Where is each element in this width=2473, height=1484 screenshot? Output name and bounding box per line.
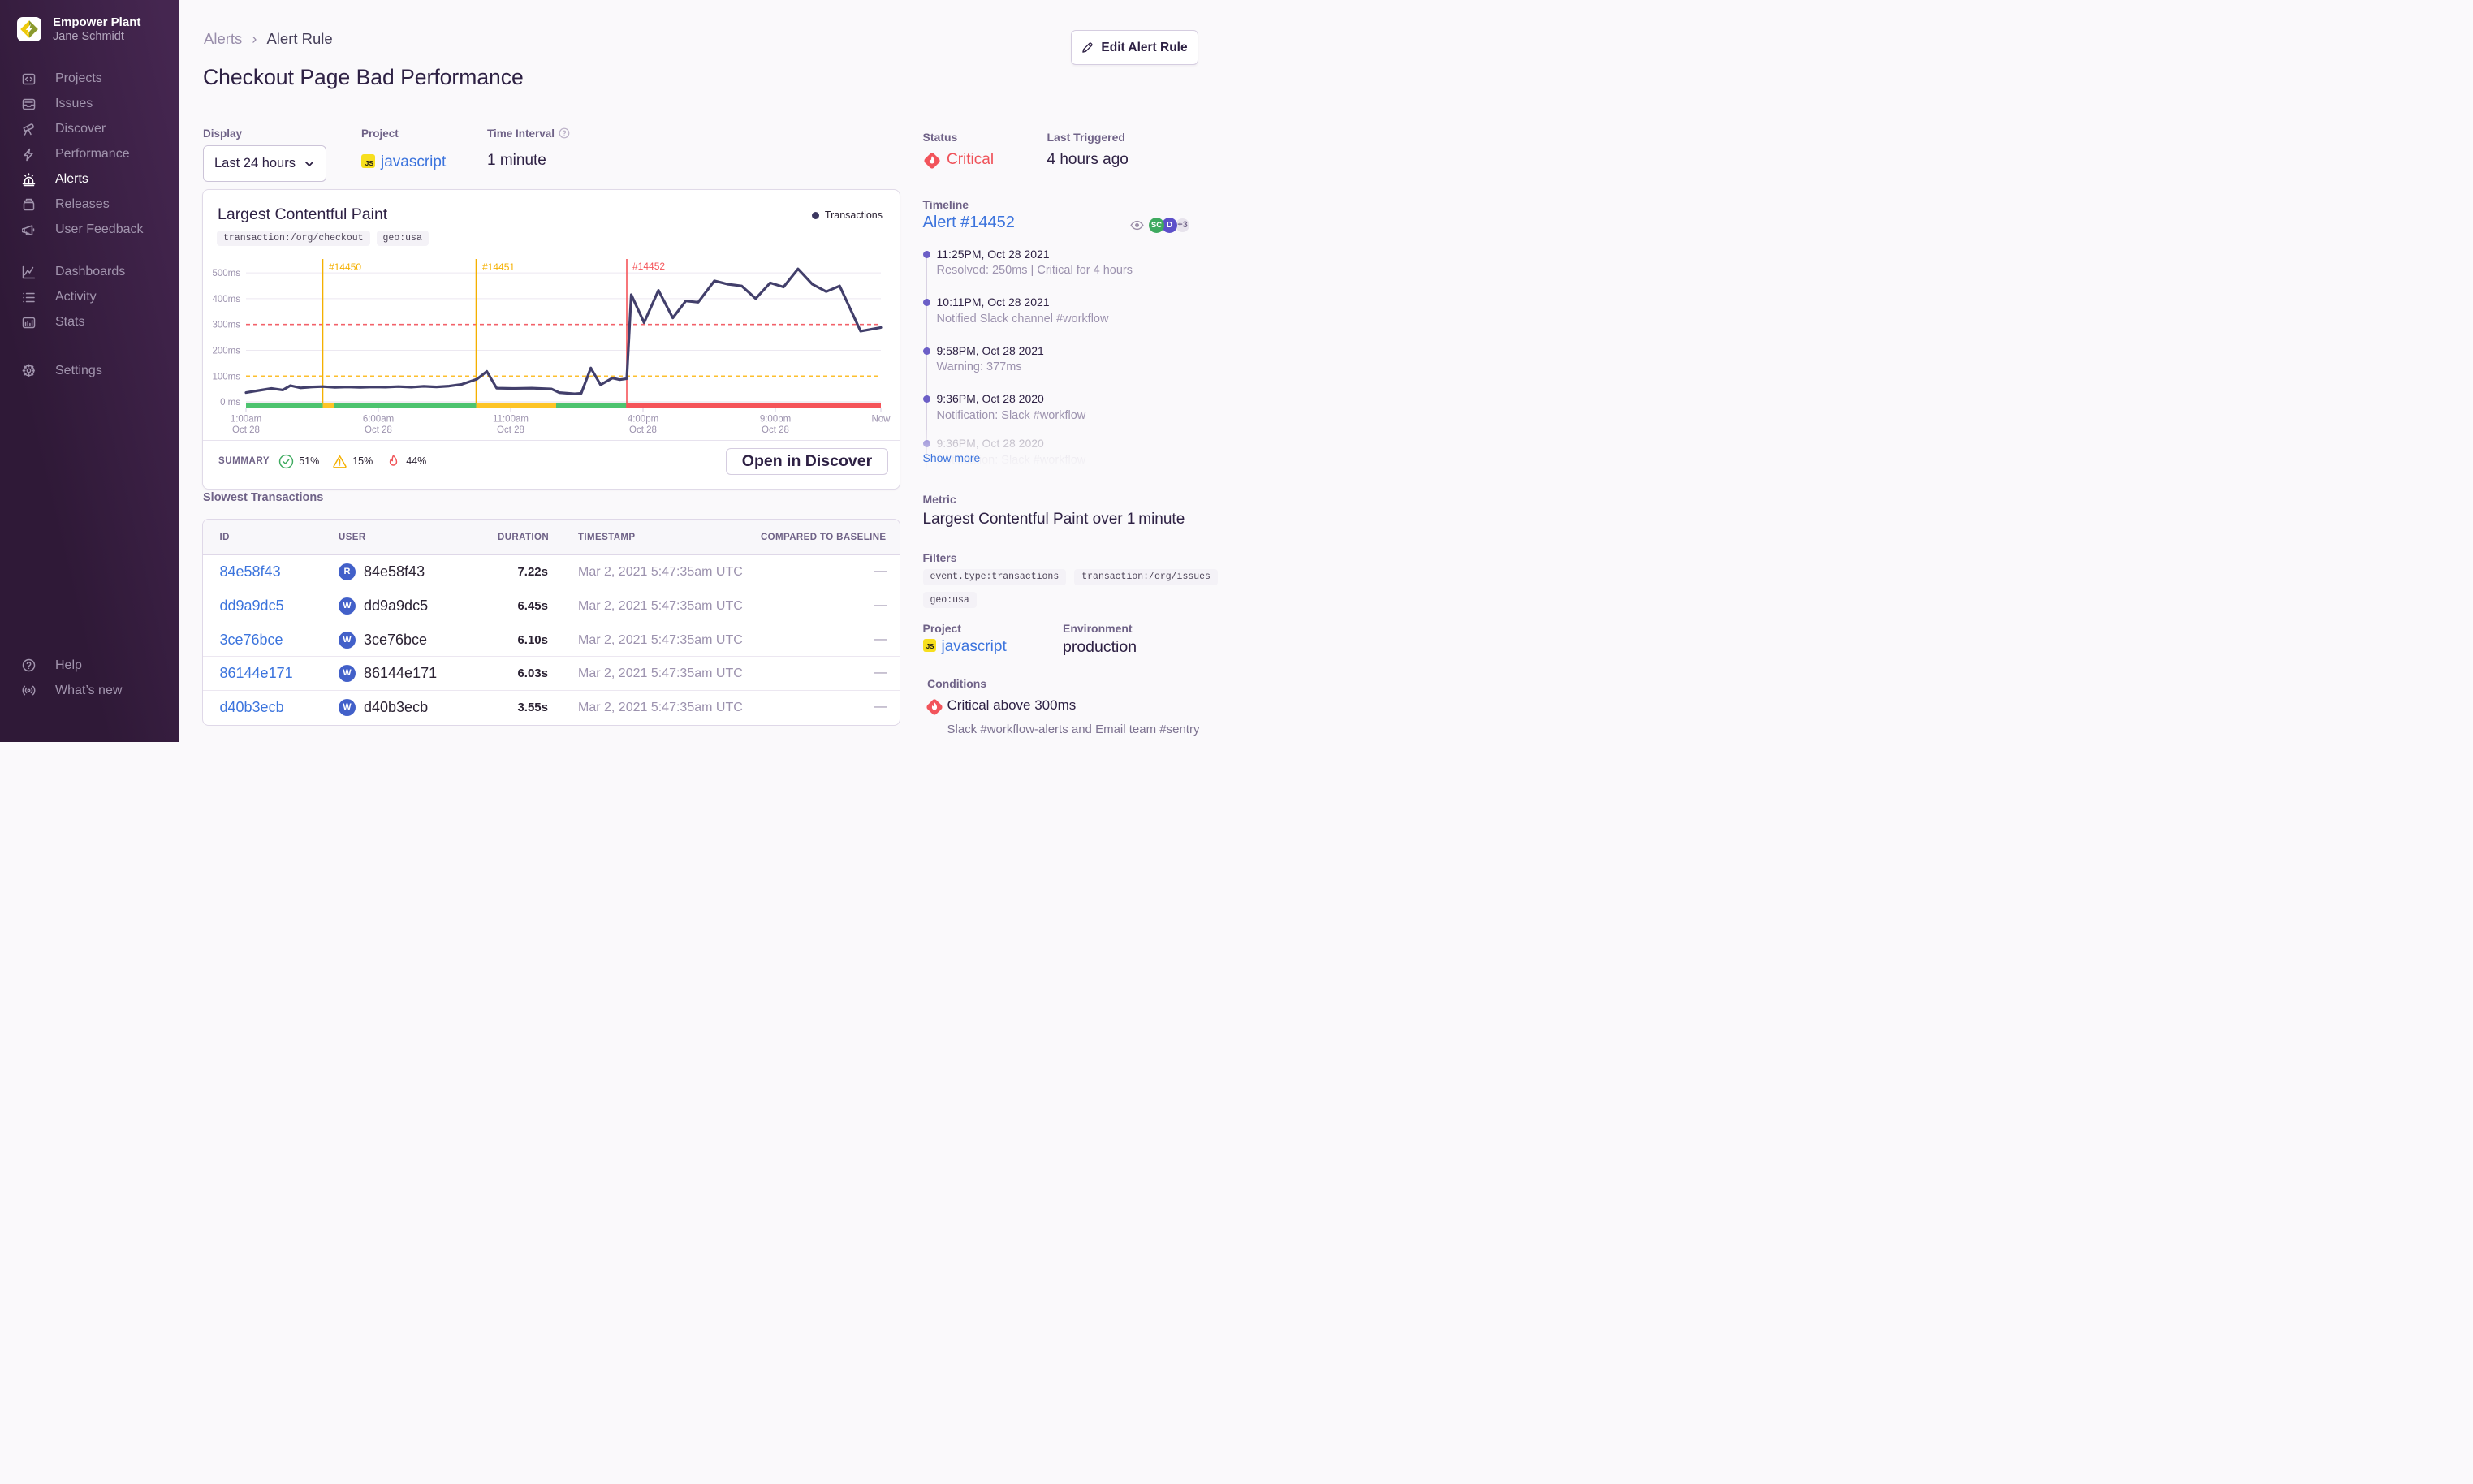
svg-text:Oct 28: Oct 28 bbox=[629, 425, 657, 435]
svg-text:#14452: #14452 bbox=[632, 261, 665, 272]
svg-text:0 ms: 0 ms bbox=[220, 398, 240, 408]
svg-text:200ms: 200ms bbox=[212, 347, 240, 356]
svg-text:1:00am: 1:00am bbox=[231, 415, 261, 425]
svg-text:#14451: #14451 bbox=[482, 261, 515, 273]
svg-text:9:00pm: 9:00pm bbox=[760, 415, 791, 425]
svg-text:11:00am: 11:00am bbox=[493, 415, 529, 425]
svg-text:Now: Now bbox=[871, 415, 891, 425]
svg-text:6:00am: 6:00am bbox=[363, 415, 394, 425]
svg-text:Oct 28: Oct 28 bbox=[497, 425, 524, 435]
svg-text:400ms: 400ms bbox=[212, 295, 240, 304]
svg-text:4:00pm: 4:00pm bbox=[628, 415, 658, 425]
svg-text:500ms: 500ms bbox=[212, 269, 240, 278]
svg-text:#14450: #14450 bbox=[329, 261, 361, 273]
svg-text:Oct 28: Oct 28 bbox=[762, 425, 789, 435]
svg-text:Oct 28: Oct 28 bbox=[232, 425, 260, 435]
svg-text:100ms: 100ms bbox=[212, 372, 240, 382]
svg-text:Oct 28: Oct 28 bbox=[365, 425, 392, 435]
svg-text:300ms: 300ms bbox=[212, 321, 240, 330]
